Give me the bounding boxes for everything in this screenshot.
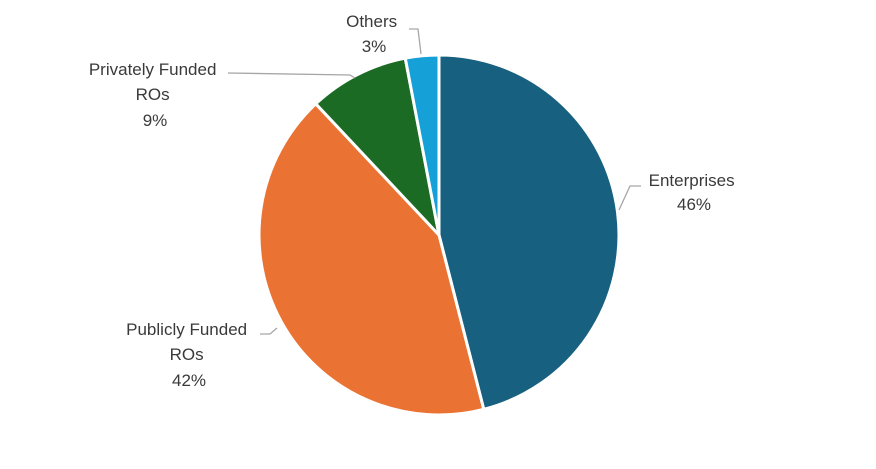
leader-line-others xyxy=(409,28,422,55)
slice-value-privately-funded: 9% xyxy=(143,111,168,130)
slice-label-publicly-funded-line-1: Publicly Funded xyxy=(126,320,247,339)
pie-slice-publicly-funded-ros xyxy=(257,102,486,417)
slice-value-others: 3% xyxy=(362,37,387,56)
pie-slice-privately-funded-ros xyxy=(314,56,441,237)
leader-line-publicly-funded xyxy=(260,327,278,335)
slice-label-enterprises-line-1: Enterprises xyxy=(649,171,735,190)
slice-label-privately-funded-line-2: ROs xyxy=(136,85,170,104)
pie-slice-enterprises xyxy=(437,53,621,411)
pie-slice-others xyxy=(403,53,441,237)
slice-value-enterprises: 46% xyxy=(677,195,711,214)
slice-label-enterprises: Enterprises 46% xyxy=(649,171,740,214)
leader-line-enterprises xyxy=(618,185,641,211)
slice-label-privately-funded-line-1: Privately Funded xyxy=(89,60,217,79)
leader-line-privately-funded xyxy=(227,72,356,79)
slice-label-others: Others 3% xyxy=(346,12,402,56)
pie-slices xyxy=(257,53,621,417)
slice-label-publicly-funded-line-2: ROs xyxy=(170,345,204,364)
slice-label-others-line-1: Others xyxy=(346,12,397,31)
slice-label-privately-funded: Privately Funded ROs 9% xyxy=(89,60,221,130)
slice-label-publicly-funded: Publicly Funded ROs 42% xyxy=(126,320,252,390)
slice-value-publicly-funded: 42% xyxy=(172,371,206,390)
